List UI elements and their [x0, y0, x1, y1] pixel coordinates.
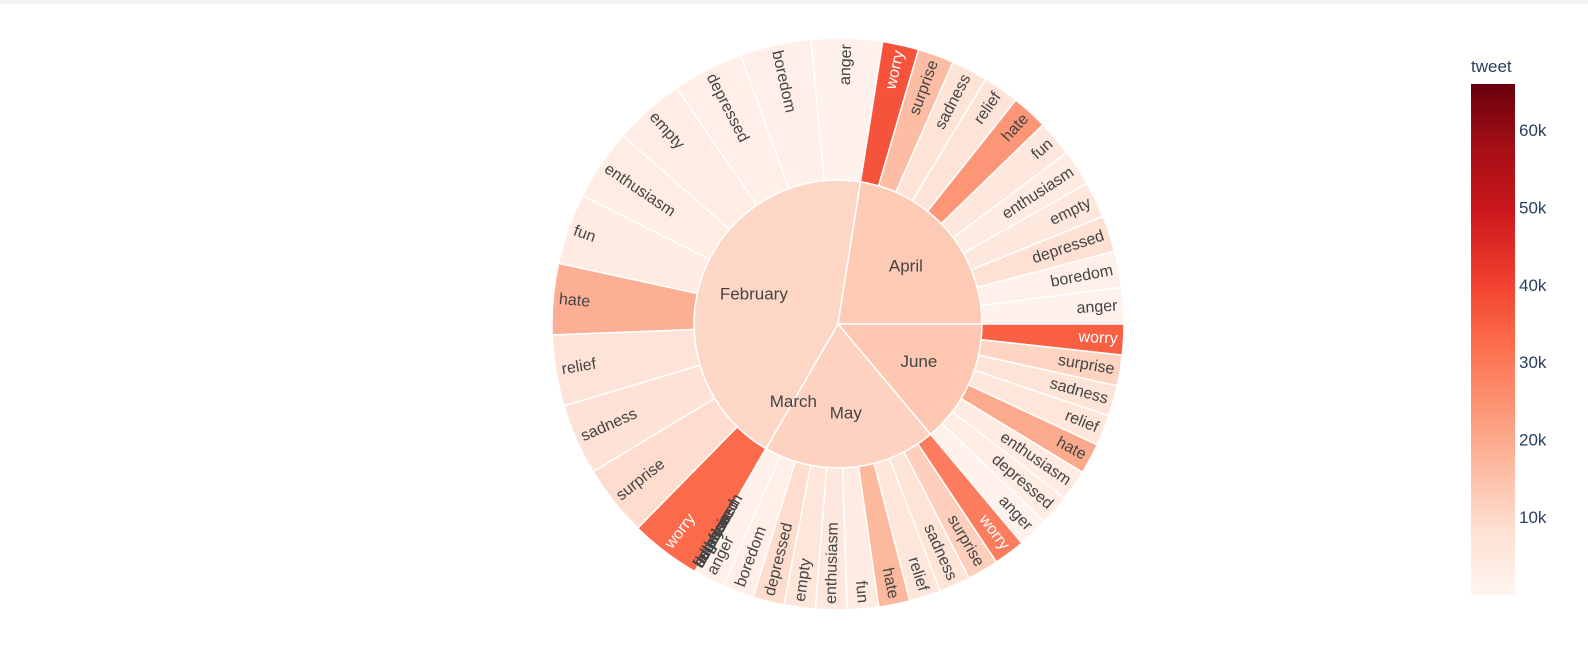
- sunburst-segments: [551, 37, 1125, 611]
- top-border: [0, 0, 1588, 4]
- colorbar-title: tweet: [1471, 57, 1512, 76]
- colorbar-gradient: [1471, 84, 1515, 595]
- emotion-label: empty: [792, 557, 815, 602]
- month-label: June: [900, 352, 937, 371]
- colorbar-tick-label: 50k: [1519, 198, 1547, 217]
- colorbar-tick-label: 60k: [1519, 121, 1547, 140]
- emotion-slice-anger[interactable]: [694, 448, 767, 573]
- emotion-label: worry: [1077, 329, 1118, 348]
- emotion-label: hate: [558, 291, 591, 311]
- emotion-label: enthusiasm: [823, 522, 842, 604]
- emotion-label: relief: [560, 356, 598, 379]
- month-label: March: [770, 392, 817, 411]
- colorbar-tick-label: 30k: [1519, 353, 1547, 372]
- emotion-label: fun: [852, 580, 871, 604]
- emotion-label: anger: [837, 43, 855, 85]
- month-label: April: [889, 257, 923, 276]
- emotion-label: hate: [879, 566, 902, 600]
- colorbar: tweet 10k 20k 30k 40k 50k 60k: [1471, 57, 1547, 595]
- emotion-label: anger: [1076, 297, 1119, 317]
- emotion-label: fun: [571, 223, 598, 246]
- colorbar-tick-label: 10k: [1519, 508, 1547, 527]
- colorbar-tick-label: 20k: [1519, 431, 1547, 450]
- month-label: May: [830, 403, 863, 422]
- colorbar-tick-label: 40k: [1519, 276, 1547, 295]
- month-label: February: [720, 285, 789, 304]
